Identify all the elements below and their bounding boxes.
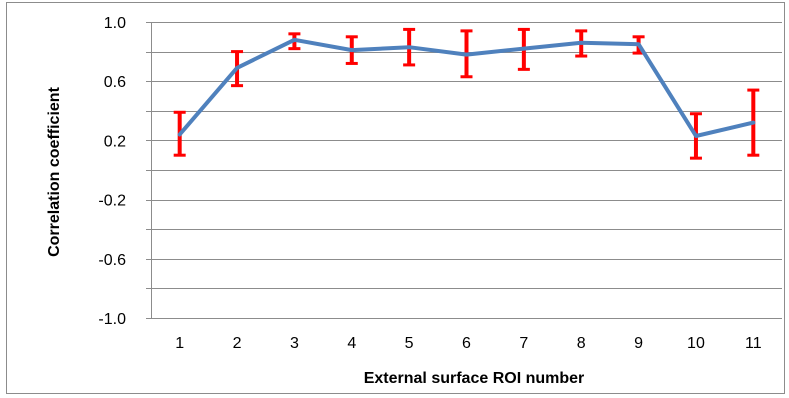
y-tick-label: 0.2 bbox=[104, 133, 126, 150]
x-tick-label: 1 bbox=[175, 335, 184, 352]
x-tick-label: 4 bbox=[347, 335, 356, 352]
x-tick-labels: 1 2 3 4 5 6 7 8 9 10 11 bbox=[175, 335, 761, 352]
x-tick-label: 9 bbox=[634, 335, 643, 352]
x-tick-label: 5 bbox=[405, 335, 414, 352]
x-tick-label: 7 bbox=[519, 335, 528, 352]
y-tick-label: 1.0 bbox=[104, 15, 126, 32]
x-tick-label: 6 bbox=[462, 335, 471, 352]
series-line-layer bbox=[177, 37, 756, 138]
x-tick-label: 10 bbox=[687, 335, 705, 352]
y-tick-label: -1.0 bbox=[98, 311, 126, 328]
axis-layer bbox=[146, 22, 152, 319]
x-axis-title: External surface ROI number bbox=[364, 370, 585, 387]
y-tick-label: -0.6 bbox=[98, 252, 126, 269]
y-axis-title: Correlation coefficient bbox=[46, 86, 63, 256]
y-tick-label: -0.2 bbox=[98, 193, 126, 210]
x-tick-label: 3 bbox=[290, 335, 299, 352]
x-tick-label: 11 bbox=[745, 335, 762, 352]
series-line bbox=[177, 37, 756, 138]
y-tick-labels: 1.0 0.6 0.2 -0.2 -0.6 -1.0 bbox=[98, 15, 126, 328]
y-tick-label: 0.6 bbox=[104, 74, 126, 91]
x-tick-label: 2 bbox=[233, 335, 242, 352]
x-tick-label: 8 bbox=[577, 335, 586, 352]
